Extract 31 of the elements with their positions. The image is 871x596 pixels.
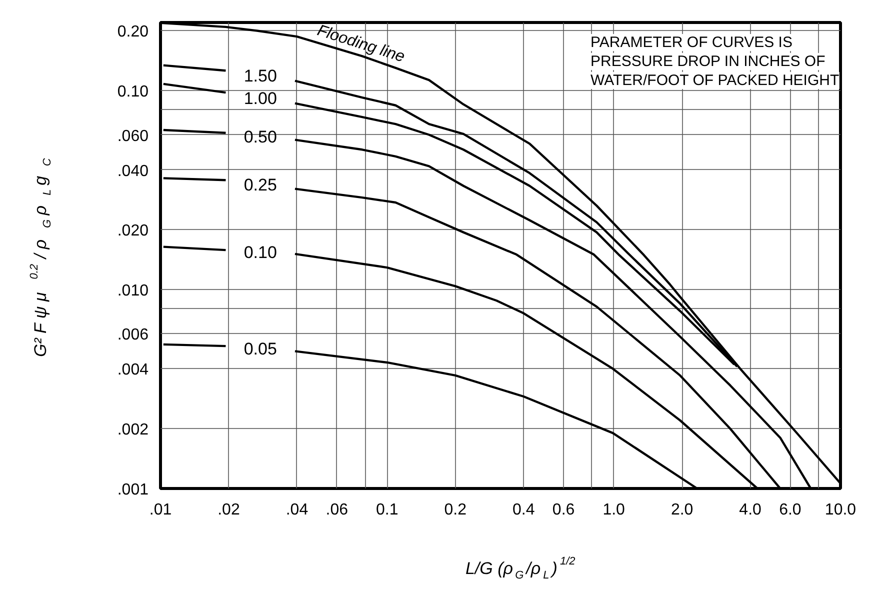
x-tick-label: 1.0	[602, 502, 626, 518]
series-label: 0.50	[244, 127, 277, 146]
y-tick-label: 0.10	[117, 84, 149, 101]
x-tick-label: 4.0	[739, 502, 762, 518]
x-tick-label: 0.6	[552, 502, 575, 518]
y-tick-label: .006	[117, 326, 149, 344]
y-tick-label: .020	[117, 222, 149, 240]
x-tick-label: .06	[326, 502, 348, 518]
series-label: 1.00	[244, 88, 277, 108]
series-label: 0.25	[244, 175, 277, 194]
y-tick-label: .004	[117, 362, 149, 379]
x-tick-label: .01	[149, 502, 172, 518]
x-tick-label: 10.0	[824, 502, 856, 518]
y-tick-label: 0.20	[117, 24, 149, 41]
x-tick-label: 6.0	[779, 502, 802, 518]
series-label: 0.10	[244, 243, 277, 262]
y-tick-label: .001	[117, 482, 149, 498]
series-label: 0.05	[244, 340, 277, 359]
x-tick-label: .02	[218, 502, 240, 518]
x-tick-label: 0.1	[376, 502, 398, 518]
y-tick-label: .040	[117, 162, 149, 180]
y-tick-label: .010	[117, 282, 149, 300]
x-tick-label: 2.0	[670, 502, 694, 518]
x-tick-label: 0.2	[444, 502, 467, 518]
y-tick-label: .060	[117, 128, 149, 145]
x-tick-label: 0.4	[512, 502, 535, 518]
y-axis-title: G² F ψ μ0.2 / ρG ρL gC	[28, 158, 54, 358]
annotation: PARAMETER OF CURVES IS PRESSURE DROP IN INCHES OF WATER/FOOT OF PACKED HEIGHT	[590, 34, 840, 89]
series-label: 1.50	[244, 66, 277, 86]
y-tick-label: .002	[117, 422, 149, 439]
x-tick-label: .04	[286, 502, 308, 518]
